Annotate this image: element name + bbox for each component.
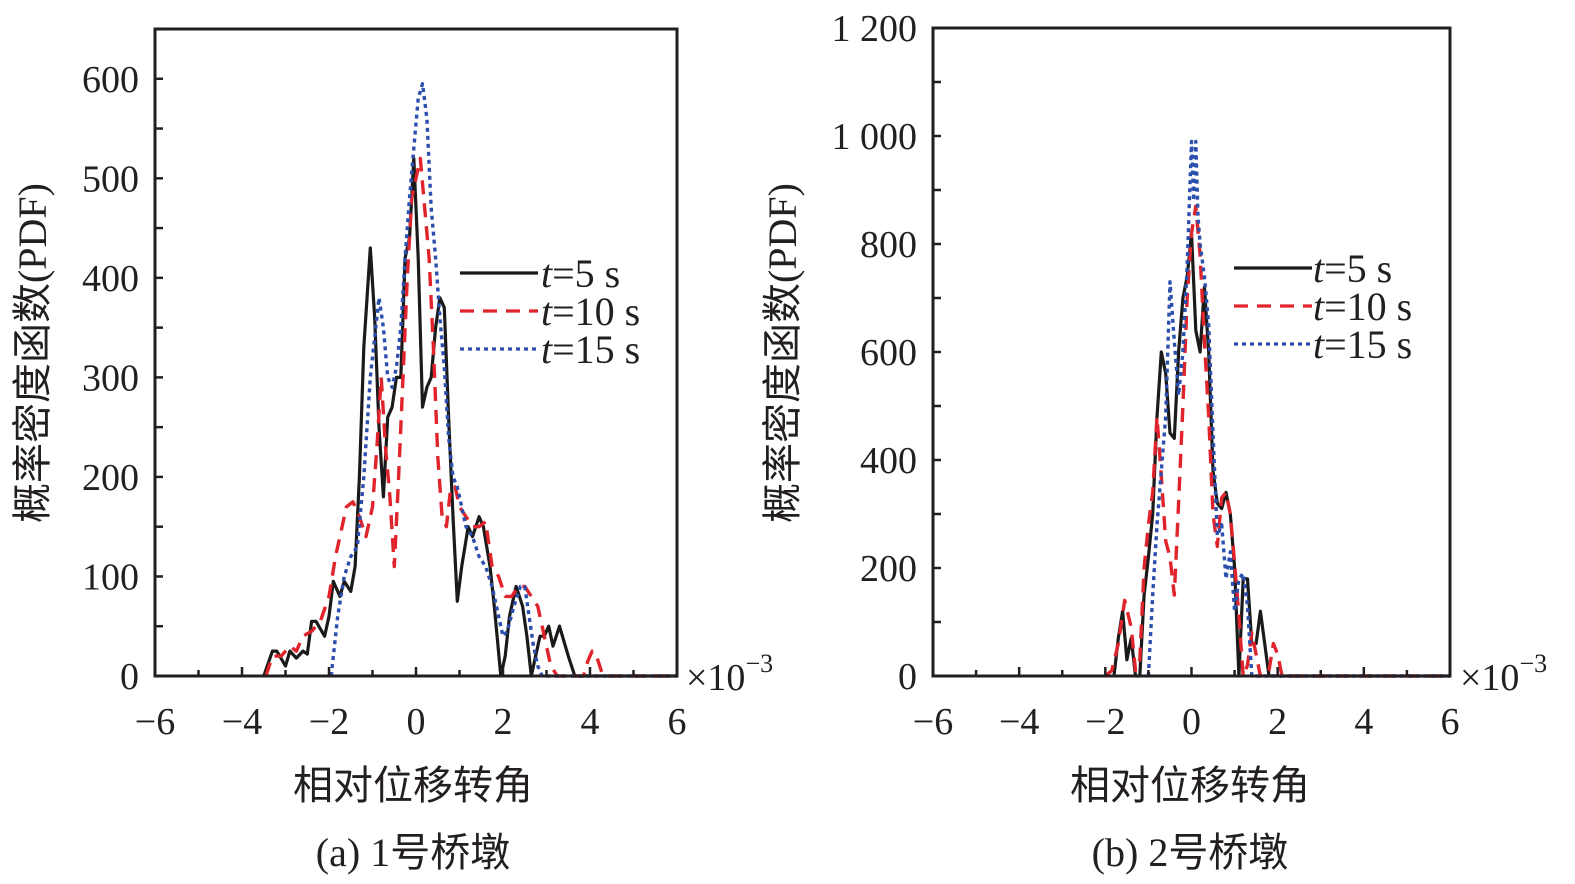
legend-italic-t: t <box>541 289 553 334</box>
panel-a-x-tick-label: −6 <box>135 701 175 743</box>
panel-b-caption: (b) 2号桥墩 <box>1092 830 1289 875</box>
panel-a-legend-label-3: t=15 s <box>541 327 640 372</box>
panel-b-y-tick-label: 800 <box>860 224 917 266</box>
panel-b-x-axis-title: 相对位移转角 <box>1070 763 1310 808</box>
legend-italic-t: t <box>1313 246 1325 291</box>
legend-label-rest: =5 s <box>552 251 620 296</box>
panel-b-x-multiplier-exp: −3 <box>1519 649 1547 678</box>
panel-a-x-tick-label: 0 <box>407 701 426 743</box>
panel-b-y-tick-label: 0 <box>898 656 917 698</box>
panel-b-series-3-line <box>1146 139 1450 678</box>
panel-a-y-tick-label: 0 <box>120 656 139 698</box>
panel-b-plot-lines <box>1104 139 1450 678</box>
panel-a-x-multiplier-exp: −3 <box>745 649 773 678</box>
panel-a-legend: t=5 st=10 st=15 s <box>460 251 640 372</box>
panel-b-legend-label-2: t=10 s <box>1313 284 1412 329</box>
panel-a-y-axis-title: 概率密度函数(PDF) <box>10 183 55 523</box>
panel-b-chart: 0 200 400 600 800 1 000 1 200 −6 −4 −2 0 2 4 6 概率密度函… <box>760 8 1547 875</box>
panel-a-x-axis-title: 相对位移转角 <box>293 763 533 808</box>
legend-label-rest: =15 s <box>552 327 640 372</box>
panel-a-chart: 0 100 200 300 400 500 600 −6 −4 −2 0 2 4 6 概率密度函数(PD… <box>10 27 773 875</box>
panel-b-x-tick-label: 0 <box>1182 701 1201 743</box>
panel-a-legend-label-2: t=10 s <box>541 289 640 334</box>
legend-italic-t: t <box>541 251 553 296</box>
panel-a-x-tick-label: −2 <box>309 701 349 743</box>
panel-a-y-tick-label: 400 <box>82 258 139 300</box>
panel-a-series-3-line <box>329 81 677 678</box>
panel-a-y-tick-label: 200 <box>82 457 139 499</box>
panel-a-caption: (a) 1号桥墩 <box>316 830 510 875</box>
panel-a-y-ticks: 0 100 200 300 400 500 600 <box>82 27 163 698</box>
panel-b-x-tick-label: 6 <box>1441 701 1460 743</box>
legend-label-rest: =10 s <box>1324 284 1412 329</box>
panel-a-x-tick-label: −4 <box>222 701 262 743</box>
legend-italic-t: t <box>1313 284 1325 329</box>
panel-b-x-tick-label: −4 <box>999 701 1039 743</box>
panel-a-legend-label-1: t=5 s <box>541 251 620 296</box>
panel-b-y-tick-label: 400 <box>860 440 917 482</box>
panel-a-plot-lines <box>262 81 677 678</box>
panel-a-series-1-line <box>262 156 677 678</box>
panel-a-x-ticks: −6 −4 −2 0 2 4 6 <box>135 667 687 743</box>
legend-italic-t: t <box>1313 322 1325 367</box>
panel-a-y-tick-label: 100 <box>82 556 139 598</box>
panel-b-legend-label-1: t=5 s <box>1313 246 1392 291</box>
panel-b-x-multiplier: ×10−3 <box>1460 649 1547 699</box>
panel-b-y-tick-label: 1 200 <box>832 8 918 50</box>
panel-a-series-2-line <box>264 156 677 678</box>
legend-label-rest: =5 s <box>1324 246 1392 291</box>
legend-italic-t: t <box>541 327 553 372</box>
panel-a-x-tick-label: 2 <box>494 701 513 743</box>
panel-a-y-tick-label: 600 <box>82 59 139 101</box>
legend-label-rest: =15 s <box>1324 322 1412 367</box>
panel-b-x-tick-label: 2 <box>1268 701 1287 743</box>
legend-label-rest: =10 s <box>552 289 640 334</box>
panel-a-x-multiplier-base: ×10 <box>686 657 745 699</box>
panel-b-y-tick-label: 200 <box>860 548 917 590</box>
panel-a-y-tick-label: 500 <box>82 158 139 200</box>
panel-b-x-tick-label: −2 <box>1085 701 1125 743</box>
panel-b-legend: t=5 st=10 st=15 s <box>1234 246 1412 367</box>
panel-a-y-tick-label: 300 <box>82 357 139 399</box>
panel-b-x-multiplier-base: ×10 <box>1460 657 1519 699</box>
panel-b-y-tick-label: 600 <box>860 332 917 374</box>
panel-a-x-multiplier: ×10−3 <box>686 649 773 699</box>
panel-b-x-tick-label: −6 <box>913 701 953 743</box>
panel-b-y-tick-label: 1 000 <box>832 116 918 158</box>
panel-b-y-axis-title: 概率密度函数(PDF) <box>760 183 805 523</box>
panel-b-x-tick-label: 4 <box>1354 701 1373 743</box>
panel-b-y-ticks: 0 200 400 600 800 1 000 1 200 <box>832 8 941 698</box>
panel-b-x-ticks: −6 −4 −2 0 2 4 6 <box>913 667 1460 743</box>
panel-a-x-tick-label: 4 <box>581 701 600 743</box>
panel-a-x-tick-label: 6 <box>668 701 687 743</box>
panel-b-legend-label-3: t=15 s <box>1313 322 1412 367</box>
panel-b-series-1-line <box>1112 231 1450 678</box>
